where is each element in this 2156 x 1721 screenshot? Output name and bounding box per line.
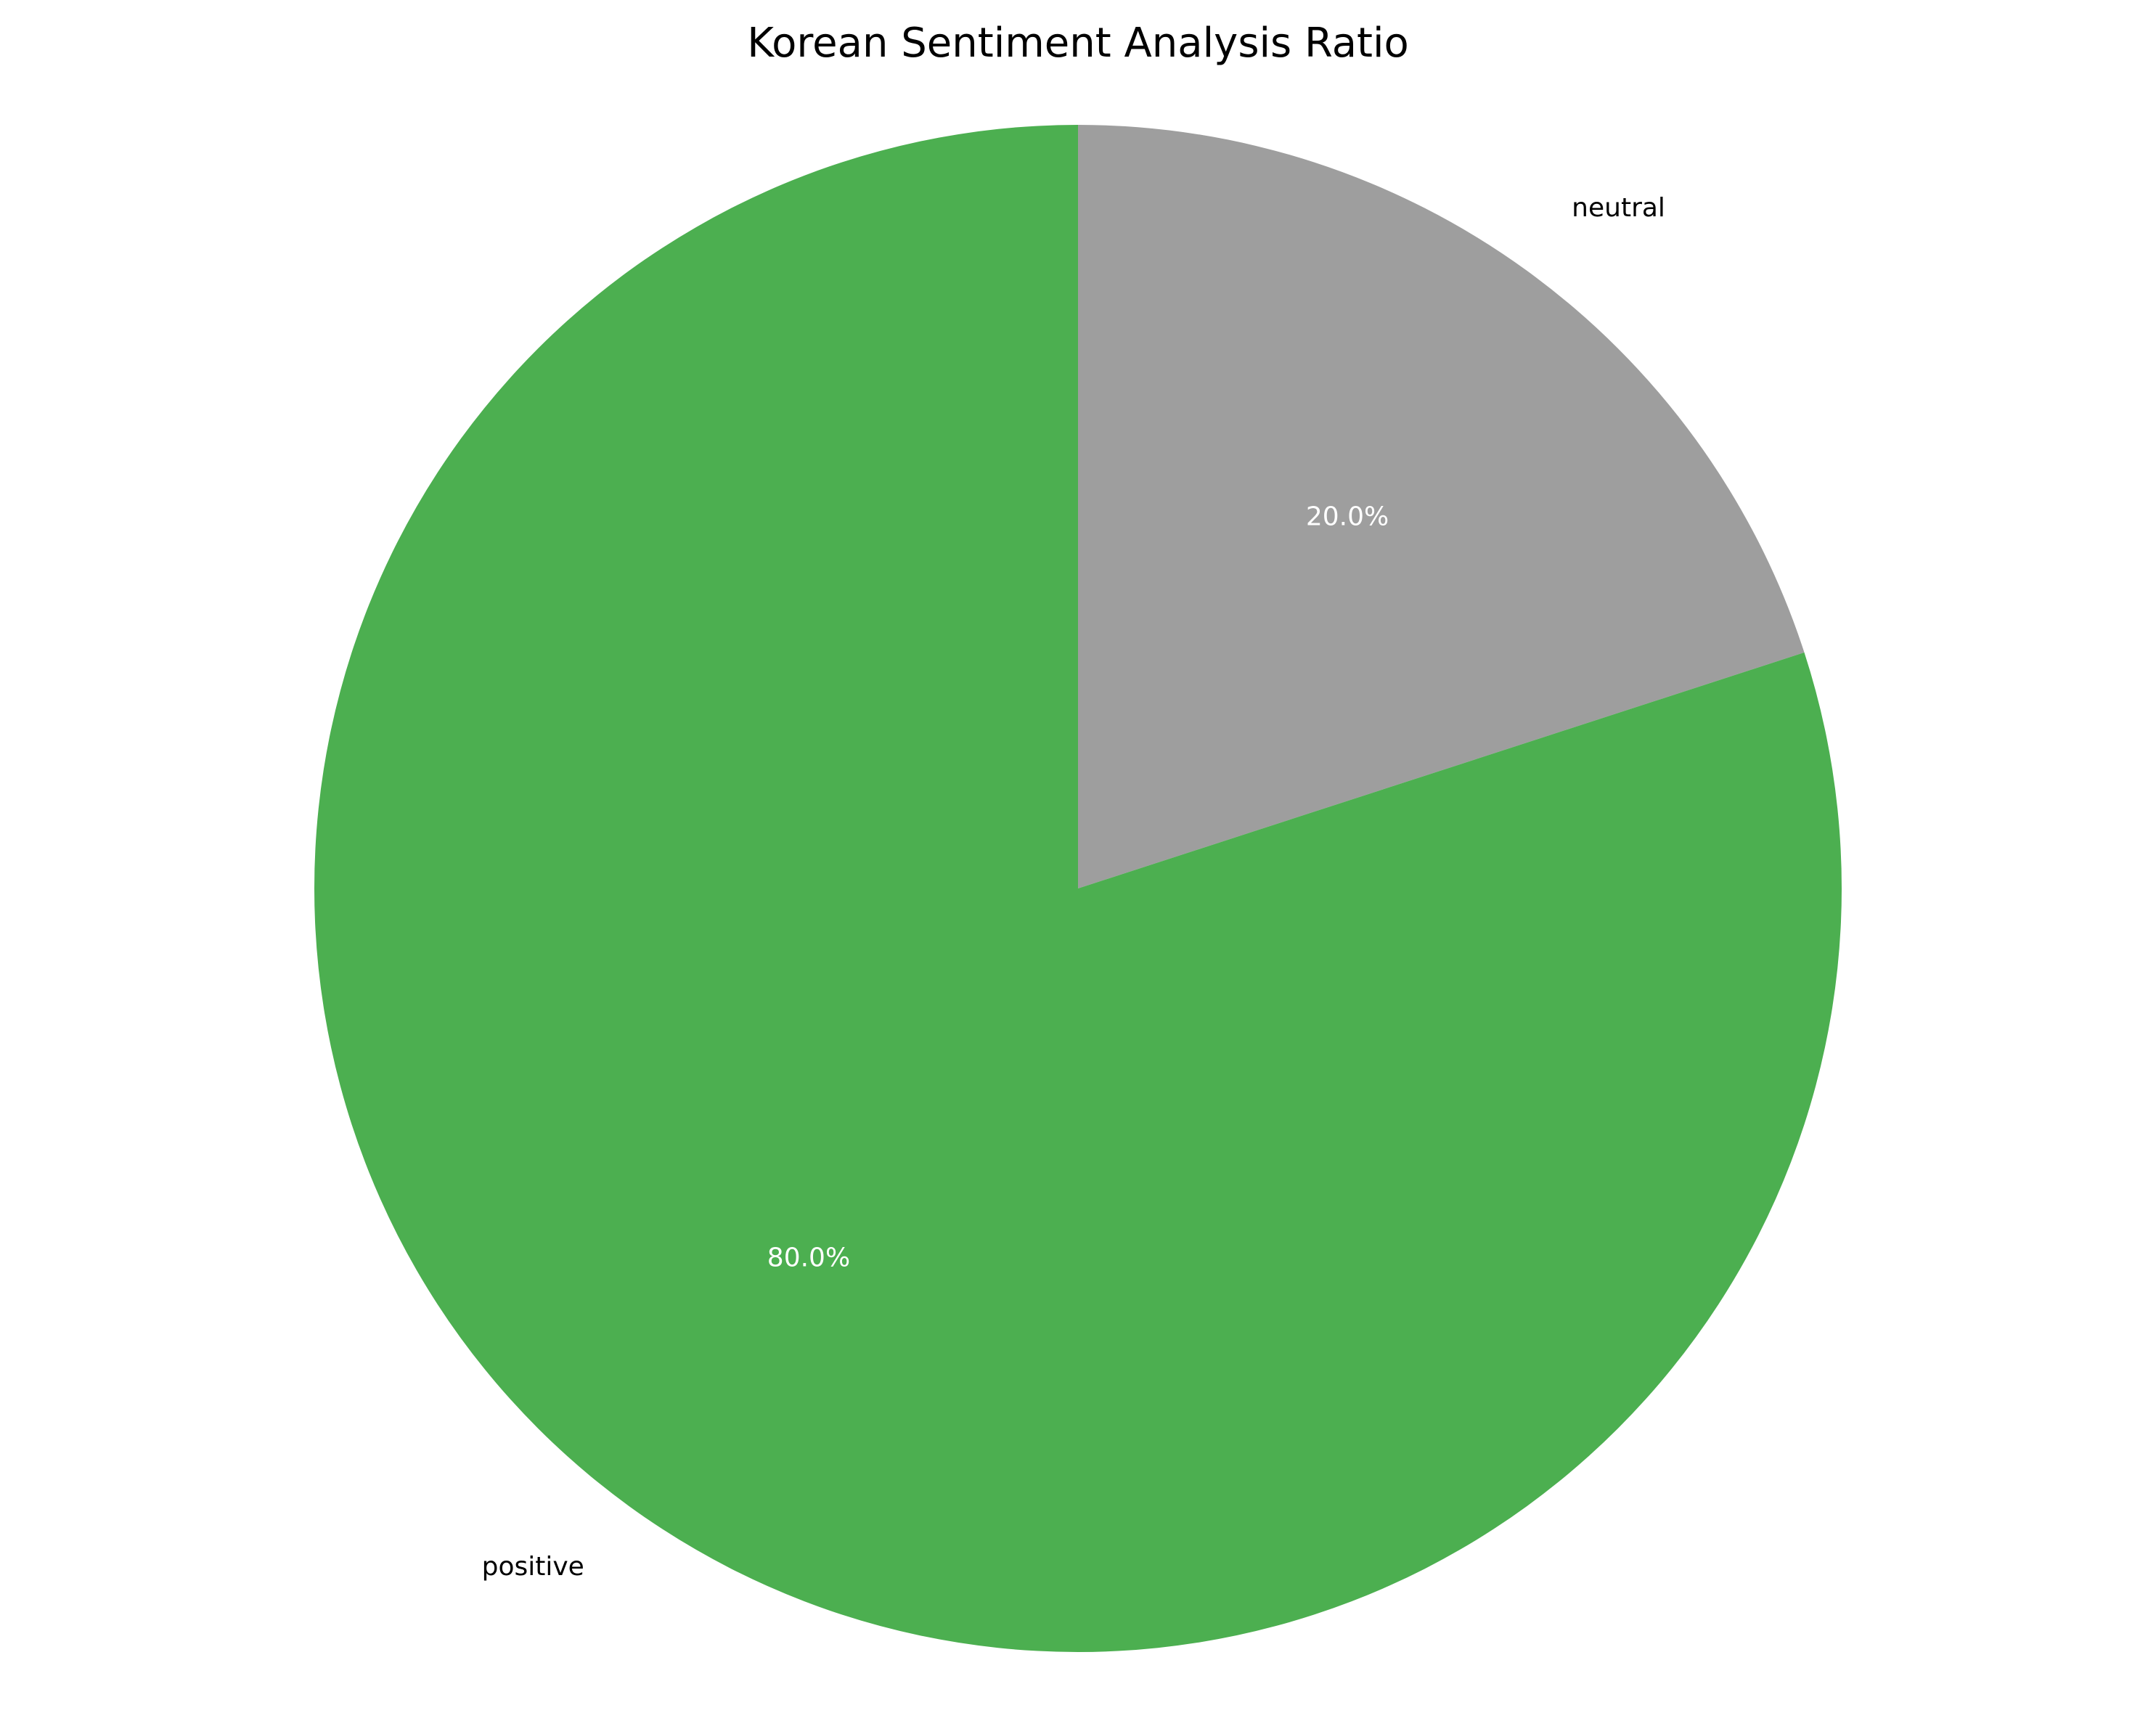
pie-slice-neutral — [1078, 125, 1805, 888]
slice-label-neutral: neutral — [1572, 193, 1665, 223]
slice-percent-positive: 80.0% — [767, 1243, 850, 1273]
slice-percent-neutral: 20.0% — [1306, 502, 1389, 531]
chart-title: Korean Sentiment Analysis Ratio — [747, 20, 1409, 67]
pie-labels: neutral 20.0% positive 80.0% — [482, 193, 1665, 1582]
pie-slices — [314, 125, 1842, 1652]
pie-slice-positive — [314, 125, 1842, 1652]
slice-label-positive: positive — [482, 1552, 584, 1582]
